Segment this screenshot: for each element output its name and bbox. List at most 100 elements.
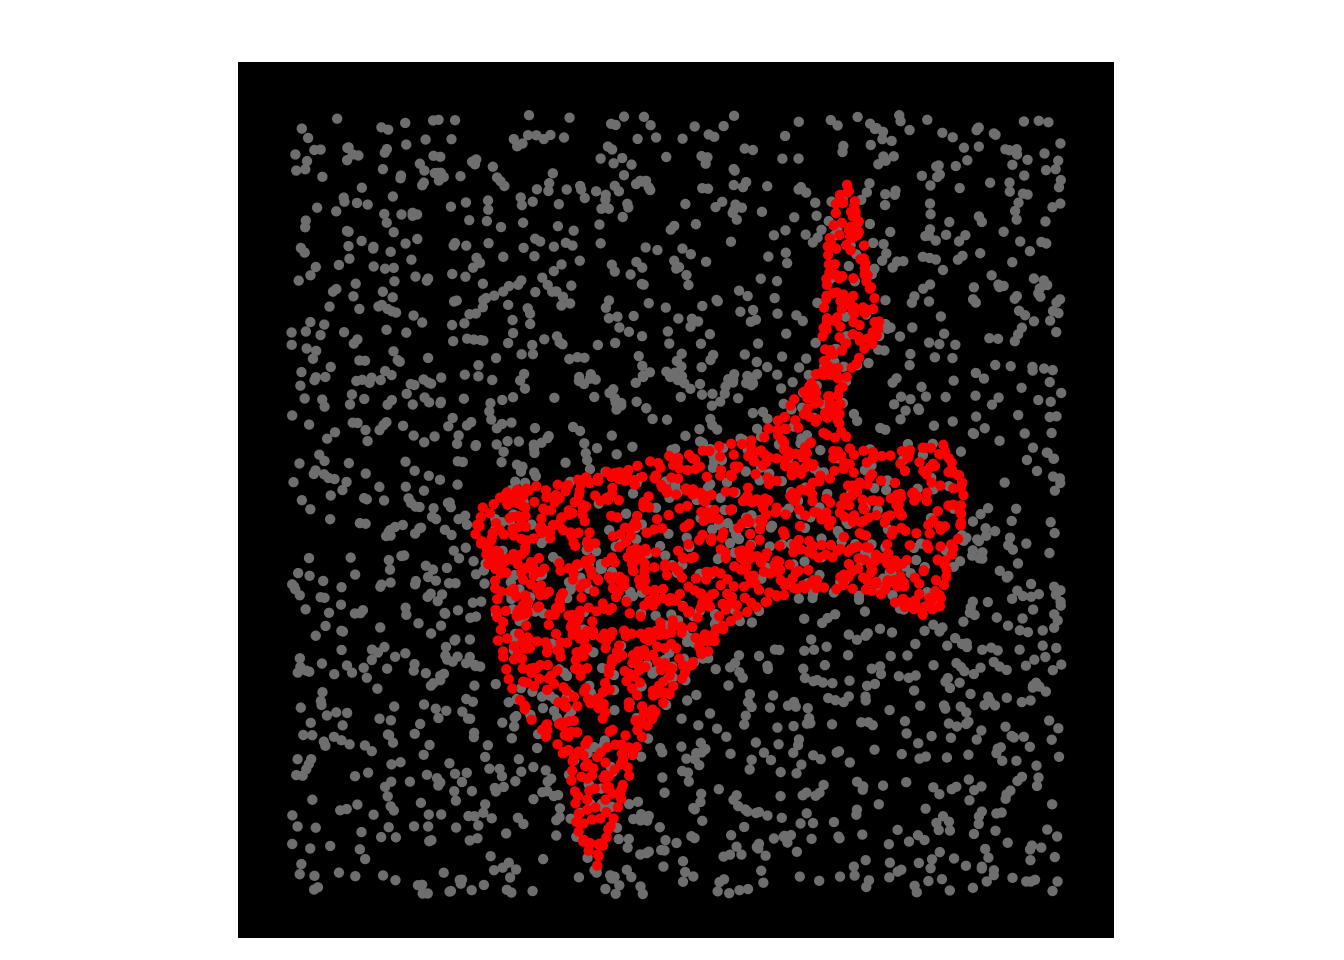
shape-point bbox=[529, 496, 540, 508]
shape-point bbox=[550, 628, 562, 640]
shape-point bbox=[828, 220, 839, 231]
noise-point bbox=[448, 545, 459, 556]
noise-point bbox=[934, 846, 945, 858]
shape-point bbox=[909, 572, 920, 583]
noise-point bbox=[523, 110, 535, 121]
shape-point bbox=[892, 561, 903, 572]
shape-point bbox=[817, 331, 828, 342]
shape-point bbox=[489, 582, 501, 594]
noise-point bbox=[1044, 411, 1055, 423]
shape-point bbox=[846, 362, 857, 373]
shape-point bbox=[759, 432, 770, 443]
noise-point bbox=[618, 111, 630, 122]
shape-point bbox=[664, 450, 675, 462]
shape-point bbox=[511, 610, 522, 622]
noise-point bbox=[683, 279, 694, 291]
shape-point bbox=[834, 332, 845, 343]
noise-point bbox=[466, 785, 478, 797]
noise-point bbox=[843, 260, 854, 272]
noise-point bbox=[799, 556, 810, 567]
noise-point bbox=[671, 263, 682, 274]
noise-point bbox=[495, 221, 507, 233]
noise-point bbox=[697, 815, 708, 827]
noise-point bbox=[557, 339, 568, 350]
shape-point bbox=[592, 860, 603, 871]
noise-point bbox=[916, 170, 928, 182]
shape-point bbox=[744, 528, 756, 540]
noise-point bbox=[445, 201, 457, 212]
shape-point bbox=[824, 497, 836, 508]
noise-point bbox=[540, 765, 551, 776]
noise-point bbox=[551, 286, 562, 297]
noise-point bbox=[967, 427, 979, 439]
shape-point bbox=[658, 676, 669, 687]
shape-point bbox=[609, 764, 620, 775]
noise-point bbox=[299, 222, 311, 233]
noise-point bbox=[409, 465, 420, 477]
noise-point bbox=[343, 457, 355, 469]
noise-point bbox=[1050, 589, 1062, 600]
noise-point bbox=[721, 731, 732, 743]
shape-point bbox=[757, 517, 768, 528]
shape-point bbox=[836, 303, 848, 315]
noise-point bbox=[1048, 581, 1060, 592]
noise-point bbox=[517, 217, 529, 228]
noise-point bbox=[983, 691, 994, 702]
shape-point bbox=[497, 646, 509, 657]
noise-point bbox=[486, 414, 497, 425]
noise-point bbox=[418, 485, 430, 496]
noise-point bbox=[305, 717, 316, 729]
shape-point bbox=[553, 718, 565, 730]
noise-point bbox=[793, 593, 805, 604]
noise-point bbox=[305, 504, 316, 515]
shape-point bbox=[475, 538, 487, 549]
noise-point bbox=[909, 291, 920, 302]
noise-point bbox=[608, 384, 619, 395]
shape-point bbox=[604, 662, 616, 673]
noise-point bbox=[892, 824, 903, 836]
shape-point bbox=[580, 501, 592, 512]
noise-point bbox=[1049, 851, 1061, 863]
shape-point bbox=[832, 373, 844, 384]
noise-point bbox=[450, 822, 462, 833]
noise-point bbox=[1019, 428, 1030, 439]
shape-point bbox=[677, 601, 689, 613]
shape-point bbox=[690, 573, 702, 584]
noise-point bbox=[949, 632, 961, 644]
noise-point bbox=[441, 705, 452, 716]
noise-point bbox=[707, 388, 718, 400]
noise-point bbox=[863, 875, 875, 886]
noise-point bbox=[728, 110, 740, 122]
noise-point bbox=[524, 318, 536, 330]
noise-point bbox=[734, 884, 745, 896]
noise-point bbox=[991, 612, 1002, 623]
shape-point bbox=[763, 452, 774, 463]
noise-point bbox=[926, 730, 937, 742]
noise-point bbox=[728, 163, 739, 175]
shape-point bbox=[517, 663, 529, 674]
shape-point bbox=[713, 610, 725, 622]
noise-point bbox=[344, 739, 355, 750]
noise-point bbox=[325, 361, 336, 373]
noise-point bbox=[610, 888, 621, 900]
shape-point bbox=[844, 500, 855, 511]
noise-point bbox=[1040, 216, 1051, 227]
noise-point bbox=[375, 622, 386, 633]
noise-point bbox=[420, 668, 432, 679]
noise-point bbox=[480, 292, 492, 304]
noise-point bbox=[1022, 189, 1033, 200]
noise-point bbox=[382, 791, 393, 802]
shape-point bbox=[601, 806, 612, 818]
noise-point bbox=[940, 391, 951, 403]
noise-point bbox=[1003, 570, 1014, 582]
shape-point bbox=[858, 253, 869, 264]
shape-point bbox=[821, 313, 833, 324]
shape-point bbox=[822, 249, 834, 261]
shape-point bbox=[742, 606, 753, 618]
noise-point bbox=[737, 672, 748, 684]
noise-point bbox=[715, 396, 726, 407]
noise-point bbox=[510, 776, 521, 787]
shape-point bbox=[829, 465, 840, 476]
shape-point bbox=[911, 528, 922, 539]
noise-point bbox=[503, 697, 514, 708]
